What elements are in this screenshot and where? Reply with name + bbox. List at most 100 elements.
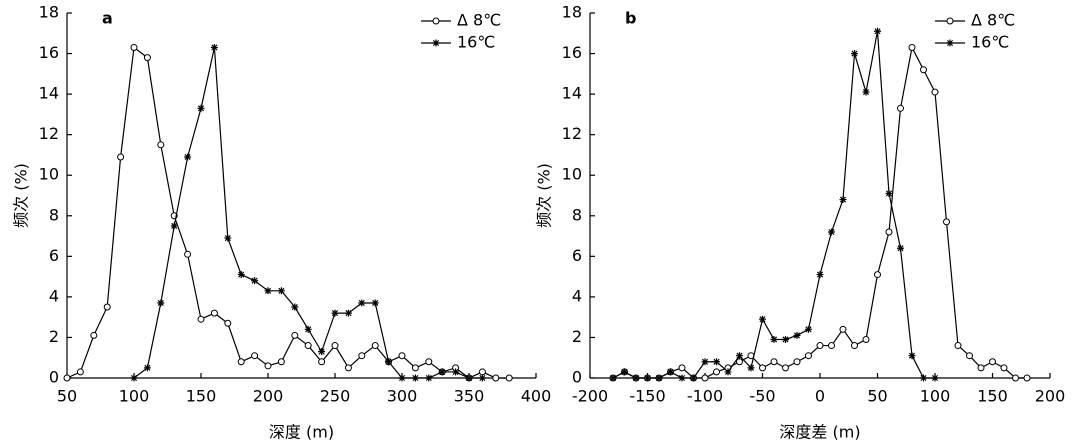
x-tick-label: -50 [749, 387, 775, 406]
marker-star [908, 352, 916, 360]
marker-star [701, 358, 709, 366]
series-line [612, 31, 935, 379]
marker-circle [197, 315, 205, 323]
marker-star [736, 352, 743, 360]
marker-star [251, 277, 259, 285]
marker-circle [371, 342, 379, 350]
marker-star [385, 358, 393, 366]
marker-circle [103, 303, 111, 311]
marker-circle [943, 218, 950, 226]
marker-star [318, 348, 326, 356]
marker-star [237, 271, 245, 279]
marker-star [839, 196, 847, 204]
marker-circle [678, 364, 686, 372]
marker-star [143, 364, 151, 372]
x-tick-label: 100 [920, 387, 951, 406]
marker-circle [862, 335, 870, 343]
marker-circle [478, 368, 486, 376]
marker-circle [920, 66, 927, 74]
marker-star [438, 368, 446, 376]
marker-star [851, 50, 858, 58]
marker-circle [816, 342, 824, 350]
marker-circle [264, 362, 272, 370]
marker-star [277, 287, 285, 295]
y-tick-label: 18 [562, 3, 582, 22]
marker-star [632, 374, 640, 382]
marker-star [398, 374, 406, 382]
x-tick-label: 150 [186, 387, 217, 406]
x-tick-label: -150 [629, 387, 665, 406]
y-tick-label: 10 [39, 165, 59, 184]
marker-circle [805, 352, 812, 360]
legend-label: Δ 8℃ [457, 11, 501, 30]
marker-circle [344, 364, 352, 372]
y-tick-label: 4 [572, 286, 582, 305]
marker-circle [90, 331, 98, 339]
x-axis-label: 深度差 (m) [779, 423, 860, 442]
marker-star [184, 153, 192, 161]
y-tick-label: 2 [49, 327, 59, 346]
x-tick-label: 0 [815, 387, 825, 406]
legend-label: Δ 8℃ [971, 11, 1015, 30]
marker-circle [492, 374, 500, 382]
y-tick-label: 4 [49, 286, 59, 305]
panel-label: a [102, 9, 113, 28]
panel-label: b [625, 9, 636, 28]
marker-circle [1012, 374, 1019, 382]
y-tick-label: 14 [39, 84, 59, 103]
y-tick-label: 0 [49, 368, 59, 387]
marker-star [690, 374, 697, 382]
marker-star [425, 374, 433, 382]
marker-circle [946, 17, 954, 25]
marker-circle [331, 342, 339, 350]
marker-circle [210, 309, 218, 317]
marker-star [655, 374, 663, 382]
marker-star [920, 374, 927, 382]
marker-star [609, 374, 617, 382]
marker-star [411, 374, 419, 382]
marker-star [770, 335, 778, 343]
y-tick-label: 16 [39, 43, 59, 62]
marker-circle [770, 358, 778, 366]
marker-circle [759, 364, 766, 372]
marker-circle [1000, 364, 1008, 372]
legend-label: 16℃ [971, 33, 1009, 52]
marker-circle [398, 352, 406, 360]
marker-circle [143, 54, 151, 62]
marker-circle [885, 228, 893, 236]
marker-star [793, 331, 801, 339]
marker-circle [931, 88, 939, 96]
x-tick-label: 150 [977, 387, 1008, 406]
marker-circle [425, 358, 433, 366]
marker-star [157, 299, 165, 307]
marker-star [713, 358, 720, 366]
marker-circle [184, 250, 192, 258]
marker-star [170, 222, 178, 230]
marker-star [946, 39, 954, 47]
x-tick-label: 50 [867, 387, 887, 406]
marker-circle [304, 342, 312, 350]
marker-circle [1023, 374, 1031, 382]
marker-star [931, 374, 939, 382]
marker-star [465, 374, 473, 382]
x-tick-label: 200 [253, 387, 284, 406]
marker-star [371, 299, 379, 307]
y-tick-label: 6 [49, 246, 59, 265]
marker-circle [130, 43, 138, 51]
marker-circle [358, 352, 366, 360]
marker-circle [839, 325, 847, 333]
x-tick-label: 100 [119, 387, 150, 406]
marker-star [759, 315, 766, 323]
y-tick-label: 16 [562, 43, 582, 62]
marker-star [264, 287, 272, 295]
marker-circle [989, 358, 996, 366]
marker-star [304, 325, 312, 333]
marker-circle [432, 17, 440, 25]
marker-circle [505, 374, 513, 382]
marker-circle [76, 368, 84, 376]
marker-star [828, 228, 835, 236]
marker-star [782, 335, 789, 343]
marker-circle [318, 358, 326, 366]
marker-circle [977, 364, 985, 372]
